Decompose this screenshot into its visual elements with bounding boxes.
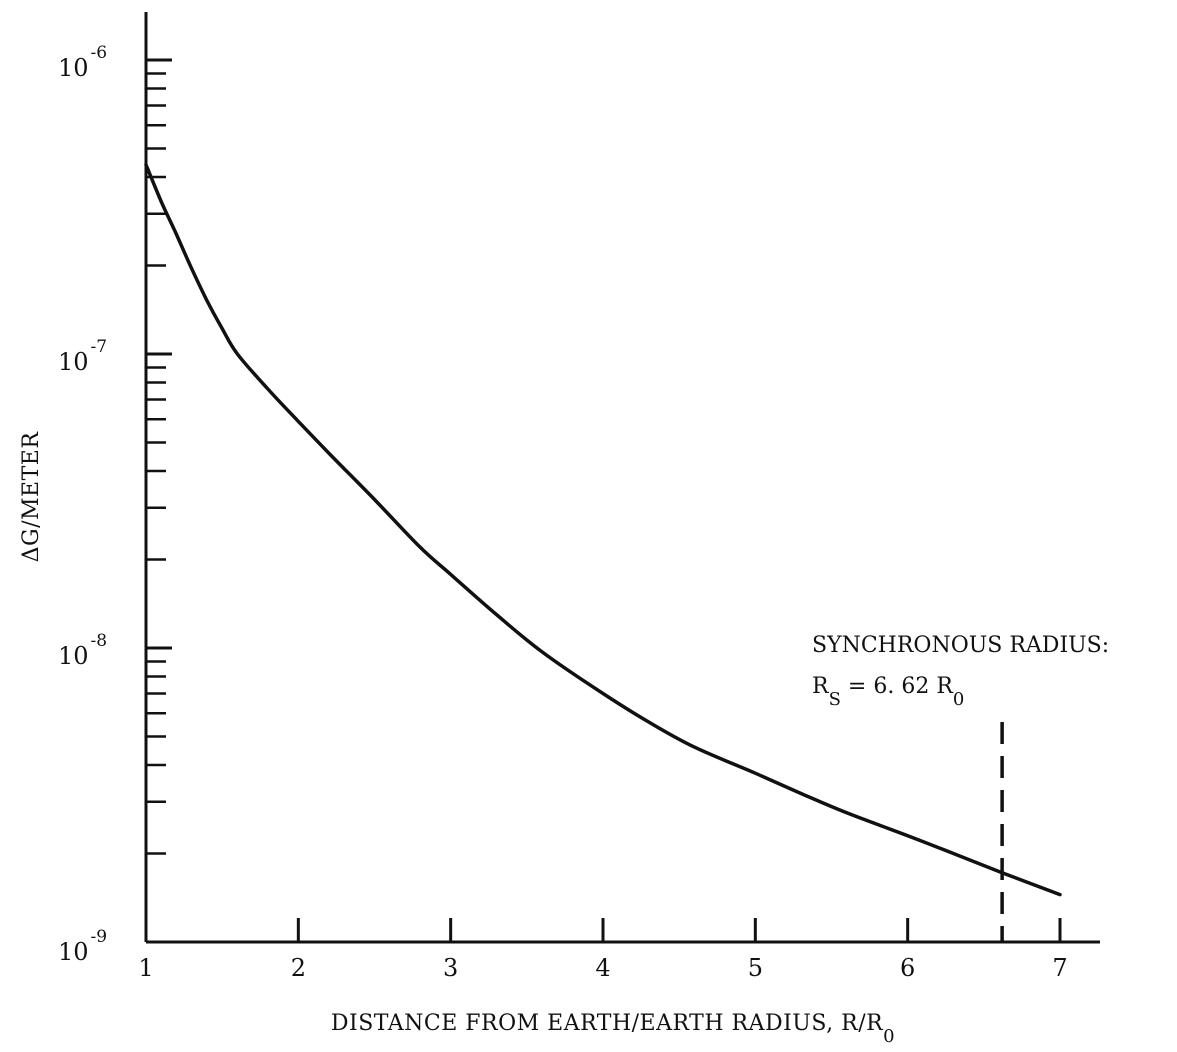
series: [144, 163, 1062, 897]
y-tick-label: 10-9: [58, 927, 107, 966]
x-tick-label: 6: [900, 954, 915, 982]
annotation-line2: RS = 6. 62 R0: [812, 674, 964, 710]
y-tick-label: 10-8: [58, 631, 107, 670]
x-tick-label: 5: [748, 954, 763, 982]
x-axis-title: DISTANCE FROM EARTH/EARTH RADIUS, R/R0: [331, 1011, 895, 1047]
x-tick-label: 2: [291, 954, 306, 982]
y-tick-label: 10-6: [58, 43, 107, 82]
labels: 1 2 3 4 5 6 7 10-9 10-8 10-7 10-6 DISTANCE FROM EAR…: [19, 43, 1068, 1047]
series-line: [144, 163, 1062, 897]
ticks: [146, 58, 1062, 944]
axes: [144, 12, 1100, 944]
y-axis-title: ΔG/METER: [19, 431, 44, 563]
annotations: SYNCHRONOUS RADIUS: RS = 6. 62 R0: [812, 633, 1109, 942]
x-tick-label: 7: [1052, 954, 1067, 982]
x-tick-label: 4: [595, 954, 610, 982]
x-tick-label: 3: [443, 954, 458, 982]
y-tick-label: 10-7: [58, 337, 107, 376]
x-tick-label: 1: [138, 954, 153, 982]
annotation-line1: SYNCHRONOUS RADIUS:: [812, 633, 1109, 658]
